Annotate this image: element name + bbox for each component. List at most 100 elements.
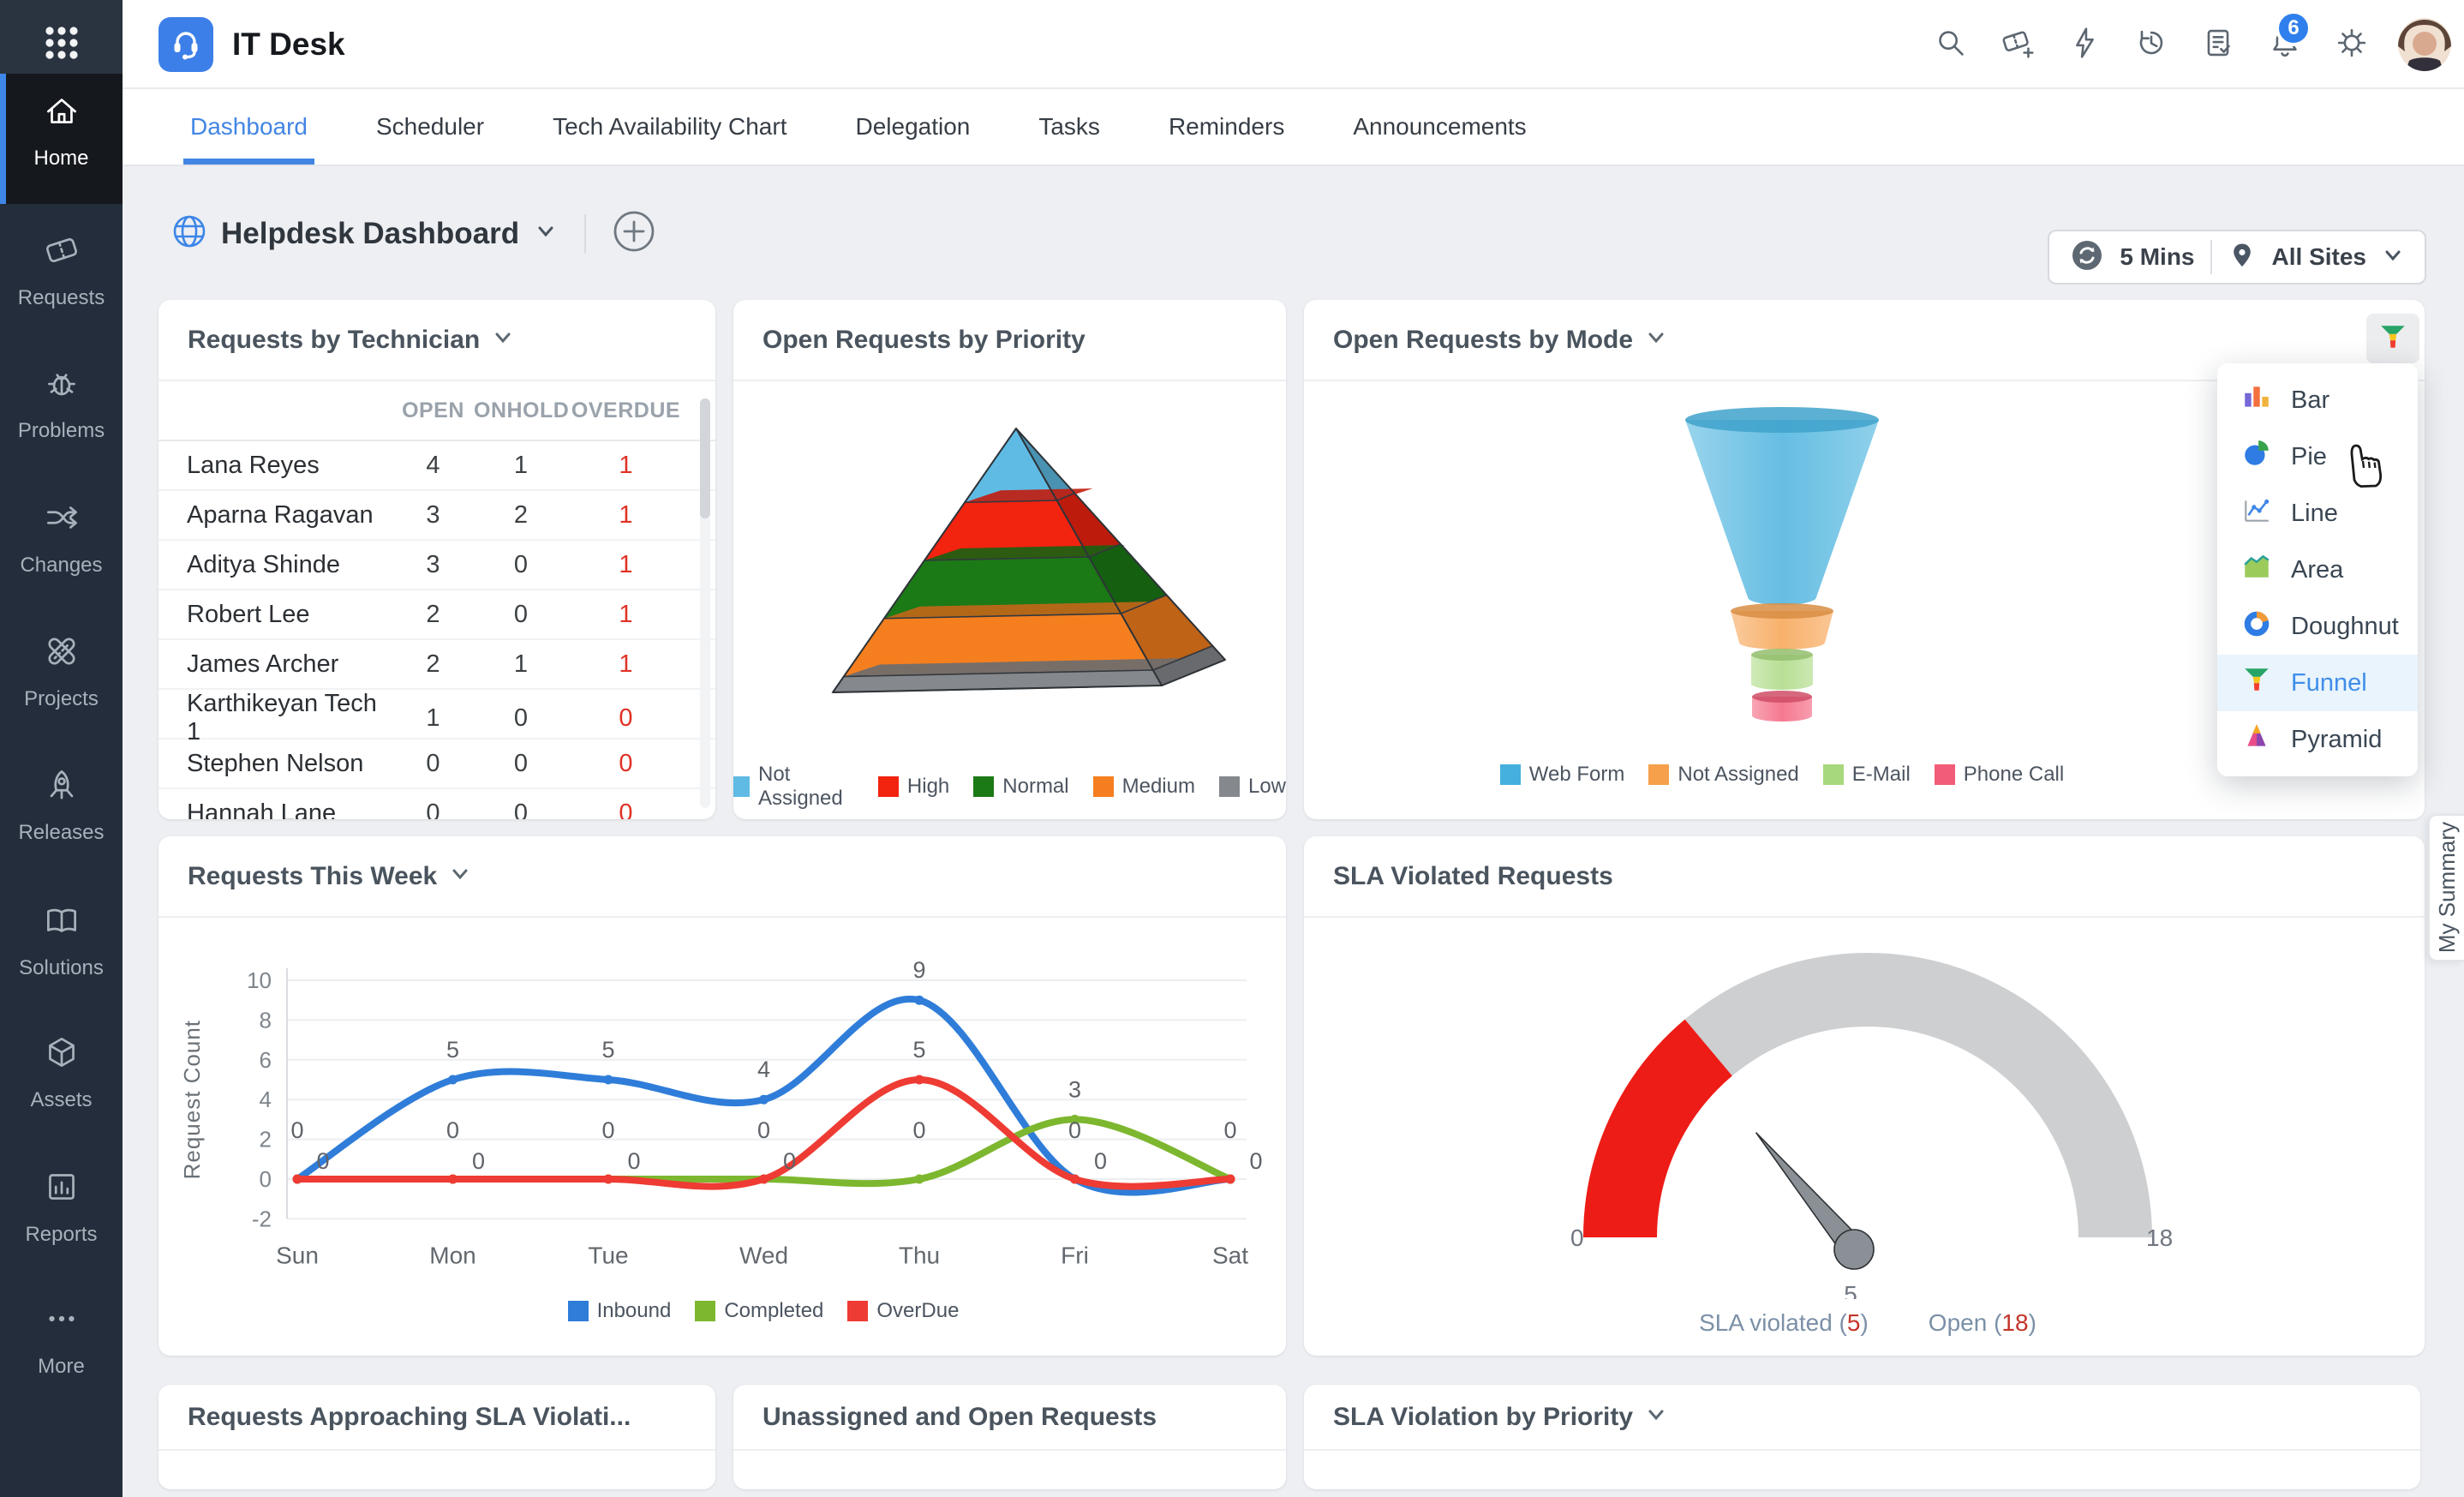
doughnut-chart-icon <box>2241 608 2272 645</box>
svg-text:9: 9 <box>912 957 925 983</box>
sidebar-item-more[interactable]: More <box>0 1297 123 1379</box>
notifications-button[interactable]: 6 <box>2252 0 2318 89</box>
sla-footer-item[interactable]: Open (18) <box>1928 1309 2036 1336</box>
dashboard-title[interactable]: Helpdesk Dashboard <box>221 216 520 250</box>
sidebar-item-assets[interactable]: Assets <box>0 1031 123 1112</box>
menu-item-line[interactable]: Line <box>2217 485 2418 542</box>
pyramid-chart-icon <box>2241 721 2272 758</box>
technician-name[interactable]: Aditya Shinde <box>187 550 340 578</box>
sidebar-item-solutions[interactable]: Solutions <box>0 899 123 980</box>
chevron-down-icon[interactable] <box>2382 244 2404 271</box>
technician-name[interactable]: Robert Lee <box>187 600 310 628</box>
card-title: Requests by Technician <box>188 325 481 354</box>
legend-item[interactable]: Low <box>1218 775 1286 799</box>
sidebar-item-releases[interactable]: Releases <box>0 763 123 845</box>
legend-item[interactable]: Phone Call <box>1934 763 2064 787</box>
technician-name[interactable]: Lana Reyes <box>187 451 320 479</box>
chevron-down-icon[interactable] <box>1645 1404 1667 1430</box>
projects-icon <box>40 630 83 679</box>
sidebar-item-projects[interactable]: Projects <box>0 630 123 711</box>
search-button[interactable] <box>1917 0 1984 89</box>
table-row[interactable]: Hannah Lane 0 0 0 <box>158 789 715 820</box>
chevron-down-icon[interactable] <box>1645 326 1667 353</box>
table-row[interactable]: Karthikeyan Tech 1 1 0 0 <box>158 690 715 746</box>
svg-text:Sun: Sun <box>276 1242 319 1268</box>
history-button[interactable] <box>2118 0 2185 89</box>
open-count: 3 <box>426 500 440 529</box>
my-summary-tab[interactable]: My Summary <box>2428 814 2464 961</box>
technician-name[interactable]: Aparna Ragavan <box>187 500 374 529</box>
sla-footer-item[interactable]: SLA violated (5) <box>1699 1309 1869 1336</box>
table-row[interactable]: Aditya Shinde 3 0 1 <box>158 541 715 590</box>
quick-actions-button[interactable] <box>2051 0 2118 89</box>
priority-legend: Not Assigned High Normal Medium Low <box>733 763 1286 811</box>
refresh-interval-label[interactable]: 5 Mins <box>2120 243 2195 270</box>
legend-item[interactable]: E-Mail <box>1822 763 1911 787</box>
menu-item-doughnut[interactable]: Doughnut <box>2217 598 2418 655</box>
menu-item-funnel[interactable]: Funnel <box>2217 655 2418 711</box>
settings-button[interactable] <box>2318 0 2385 89</box>
legend-item[interactable]: Not Assigned <box>733 763 854 811</box>
legend-label: Low <box>1247 775 1286 798</box>
technician-name[interactable]: James Archer <box>187 650 339 678</box>
tab-dashboard[interactable]: Dashboard <box>183 89 314 165</box>
quick-actions-icon <box>2065 23 2104 67</box>
site-filter-label[interactable]: All Sites <box>2271 243 2366 270</box>
sidebar-item-problems[interactable]: Problems <box>0 362 123 443</box>
add-request-button[interactable] <box>1984 0 2051 89</box>
dashboard-filters: 5 Mins All Sites <box>2048 230 2426 284</box>
table-row[interactable]: James Archer 2 1 1 <box>158 640 715 690</box>
add-dashboard-button[interactable] <box>612 209 656 258</box>
card-title: Unassigned and Open Requests <box>763 1402 1157 1431</box>
sidebar-item-changes[interactable]: Changes <box>0 496 123 578</box>
menu-item-bar[interactable]: Bar <box>2217 372 2418 428</box>
legend-item[interactable]: High <box>877 775 949 799</box>
dashboard-header: Helpdesk Dashboard <box>123 168 2464 296</box>
table-header-row: OPEN ONHOLD OVERDUE <box>158 381 715 441</box>
menu-item-pie[interactable]: Pie <box>2217 428 2418 485</box>
legend-item[interactable]: Medium <box>1092 775 1195 799</box>
tab-label: Announcements <box>1353 113 1527 140</box>
card-title: Requests Approaching SLA Violati... <box>188 1402 631 1431</box>
sidebar-item-requests[interactable]: Requests <box>0 229 123 310</box>
legend-item[interactable]: Not Assigned <box>1648 763 1799 787</box>
tab-announcements[interactable]: Announcements <box>1353 89 1526 165</box>
home-icon <box>40 89 83 138</box>
legend-item[interactable]: Normal <box>973 775 1069 799</box>
user-avatar[interactable] <box>2385 0 2464 89</box>
tab-tasks[interactable]: Tasks <box>1038 89 1100 165</box>
overdue-count: 1 <box>619 550 633 578</box>
chart-type-button[interactable] <box>2366 314 2419 363</box>
tab-tech-availability-chart[interactable]: Tech Availability Chart <box>553 89 786 165</box>
tab-delegation[interactable]: Delegation <box>855 89 970 165</box>
refresh-interval-icon[interactable] <box>2070 238 2104 277</box>
sidebar-item-reports[interactable]: Reports <box>0 1165 123 1247</box>
legend-item[interactable]: Web Form <box>1499 763 1624 787</box>
technician-name[interactable]: Stephen Nelson <box>187 749 364 777</box>
legend-item[interactable]: Inbound <box>567 1299 671 1323</box>
legend-item[interactable]: OverDue <box>847 1299 959 1323</box>
dots-icon <box>40 1297 83 1346</box>
technician-name[interactable]: Hannah Lane <box>187 799 337 820</box>
chevron-down-icon[interactable] <box>533 219 559 249</box>
tab-reminders[interactable]: Reminders <box>1169 89 1284 165</box>
menu-item-area[interactable]: Area <box>2217 542 2418 598</box>
app-logo[interactable] <box>158 17 213 72</box>
table-row[interactable]: Aparna Ragavan 3 2 1 <box>158 491 715 541</box>
scrollbar-thumb[interactable] <box>700 398 710 518</box>
onhold-count: 1 <box>513 650 529 678</box>
svg-text:0: 0 <box>783 1148 796 1174</box>
feedback-icon <box>2198 23 2238 67</box>
chevron-down-icon[interactable] <box>492 326 514 353</box>
line-chart-icon <box>2241 494 2272 532</box>
legend-item[interactable]: Completed <box>695 1299 823 1323</box>
chevron-down-icon[interactable] <box>449 863 471 889</box>
feedback-button[interactable] <box>2185 0 2252 89</box>
menu-item-pyramid[interactable]: Pyramid <box>2217 711 2418 768</box>
table-row[interactable]: Stephen Nelson 0 0 0 <box>158 740 715 789</box>
technician-name[interactable]: Karthikeyan Tech 1 <box>187 690 377 746</box>
tab-scheduler[interactable]: Scheduler <box>376 89 484 165</box>
table-row[interactable]: Robert Lee 2 0 1 <box>158 590 715 640</box>
table-row[interactable]: Lana Reyes 4 1 1 <box>158 441 715 491</box>
sidebar-item-home[interactable]: Home <box>0 89 123 171</box>
